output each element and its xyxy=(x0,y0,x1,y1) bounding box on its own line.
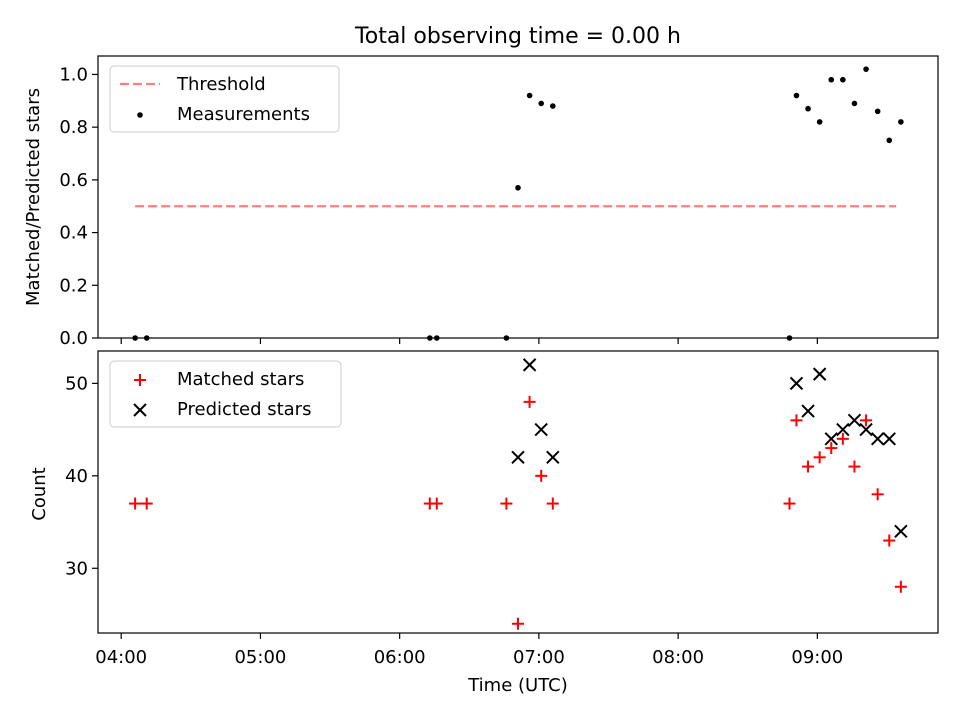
predicted-star-point xyxy=(870,432,885,446)
count-y-tick-label: 50 xyxy=(65,373,88,394)
legend-measurements-label: Measurements xyxy=(177,104,310,125)
matched-star-point xyxy=(894,580,907,593)
count-x-tick-label: 08:00 xyxy=(652,647,704,668)
ratio-legend: Threshold Measurements xyxy=(109,65,340,133)
count-x-tick-label: 09:00 xyxy=(791,647,843,668)
matched-star-point xyxy=(860,414,873,427)
count-y-axis-label: Count xyxy=(29,467,50,520)
measurement-point xyxy=(550,103,556,109)
measurement-point xyxy=(805,105,811,112)
measurement-point xyxy=(816,119,823,125)
measurement-point xyxy=(886,137,893,144)
predicted-star-point xyxy=(511,450,525,465)
ratio-plot-frame xyxy=(97,55,939,339)
matched-star-point xyxy=(535,469,548,482)
measurement-point xyxy=(898,119,904,125)
count-x-axis-label: Time (UTC) xyxy=(467,675,568,696)
count-x-tick-label: 06:00 xyxy=(374,647,426,668)
count-x-tick-label: 05:00 xyxy=(234,647,286,668)
matched-star-point xyxy=(500,497,513,510)
matched-star-point xyxy=(883,534,896,547)
measurement-point xyxy=(863,66,869,72)
count-panel: 30 40 50 04:00 05:00 06:00 07:00 08:00 09:00 Cou… xyxy=(29,350,939,696)
legend-threshold-label: Threshold xyxy=(176,74,266,95)
predicted-star-point xyxy=(812,367,827,381)
matched-star-point xyxy=(512,617,524,630)
ratio-y-tick-label: 0.0 xyxy=(59,328,88,349)
ratio-y-axis-label: Matched/Predicted stars xyxy=(23,88,44,306)
figure-title: Total observing time = 0.00 h xyxy=(354,24,681,49)
legend-matched-swatch xyxy=(134,374,146,386)
ratio-legend-box xyxy=(109,65,340,133)
matched-star-point xyxy=(813,451,826,464)
matched-star-point xyxy=(836,432,849,445)
ratio-y-tick-label: 0.8 xyxy=(59,117,88,138)
predicted-star-point xyxy=(847,413,862,428)
count-plot-frame xyxy=(97,350,939,634)
ratio-y-tick-label: 0.4 xyxy=(59,223,88,244)
predicted-star-point xyxy=(894,524,908,539)
count-x-tick-label: 04:00 xyxy=(95,647,147,668)
matched-star-point xyxy=(140,497,153,510)
matched-star-point xyxy=(790,414,803,427)
measurement-point xyxy=(526,92,533,99)
matched-star-point xyxy=(825,442,838,455)
matched-star-point xyxy=(430,497,443,510)
ratio-y-tick-label: 0.6 xyxy=(59,170,88,191)
legend-matched-label: Matched stars xyxy=(177,369,304,390)
predicted-star-point xyxy=(789,376,804,391)
predicted-star-point xyxy=(859,422,873,437)
predicted-star-point xyxy=(534,422,548,437)
ratio-y-tick-label: 1.0 xyxy=(59,64,88,85)
measurement-point xyxy=(828,76,835,83)
predicted-star-point xyxy=(836,422,850,437)
count-y-tick-label: 40 xyxy=(65,466,88,487)
matched-star-point xyxy=(848,460,861,473)
matched-star-point xyxy=(783,497,796,510)
legend-predicted-swatch xyxy=(133,403,147,417)
matched-star-point xyxy=(871,488,884,501)
predicted-star-point xyxy=(522,358,537,372)
matched-star-point xyxy=(523,395,536,408)
legend-measurements-swatch xyxy=(137,112,143,118)
predicted-star-point xyxy=(882,432,896,446)
measurement-point xyxy=(538,100,545,107)
count-legend: Matched stars Predicted stars xyxy=(109,360,342,428)
measurement-point xyxy=(840,76,846,83)
measurement-point xyxy=(874,108,881,115)
predicted-star-point xyxy=(801,404,815,418)
legend-predicted-label: Predicted stars xyxy=(177,399,311,420)
measurement-point xyxy=(515,184,521,191)
measurement-point xyxy=(793,92,800,99)
matched-star-point xyxy=(802,460,815,473)
predicted-star-point xyxy=(546,450,560,465)
predicted-star-point xyxy=(824,432,838,446)
matched-star-point xyxy=(546,497,559,510)
count-y-tick-label: 30 xyxy=(65,558,88,579)
ratio-panel: 0.0 0.2 0.4 0.6 0.8 1.0 Matched/Predicted sta… xyxy=(23,55,939,349)
count-legend-box xyxy=(109,360,342,428)
count-x-tick-label: 07:00 xyxy=(513,647,565,668)
measurement-point xyxy=(851,100,858,107)
ratio-y-tick-label: 0.2 xyxy=(59,275,88,296)
matched-star-point xyxy=(129,497,142,510)
